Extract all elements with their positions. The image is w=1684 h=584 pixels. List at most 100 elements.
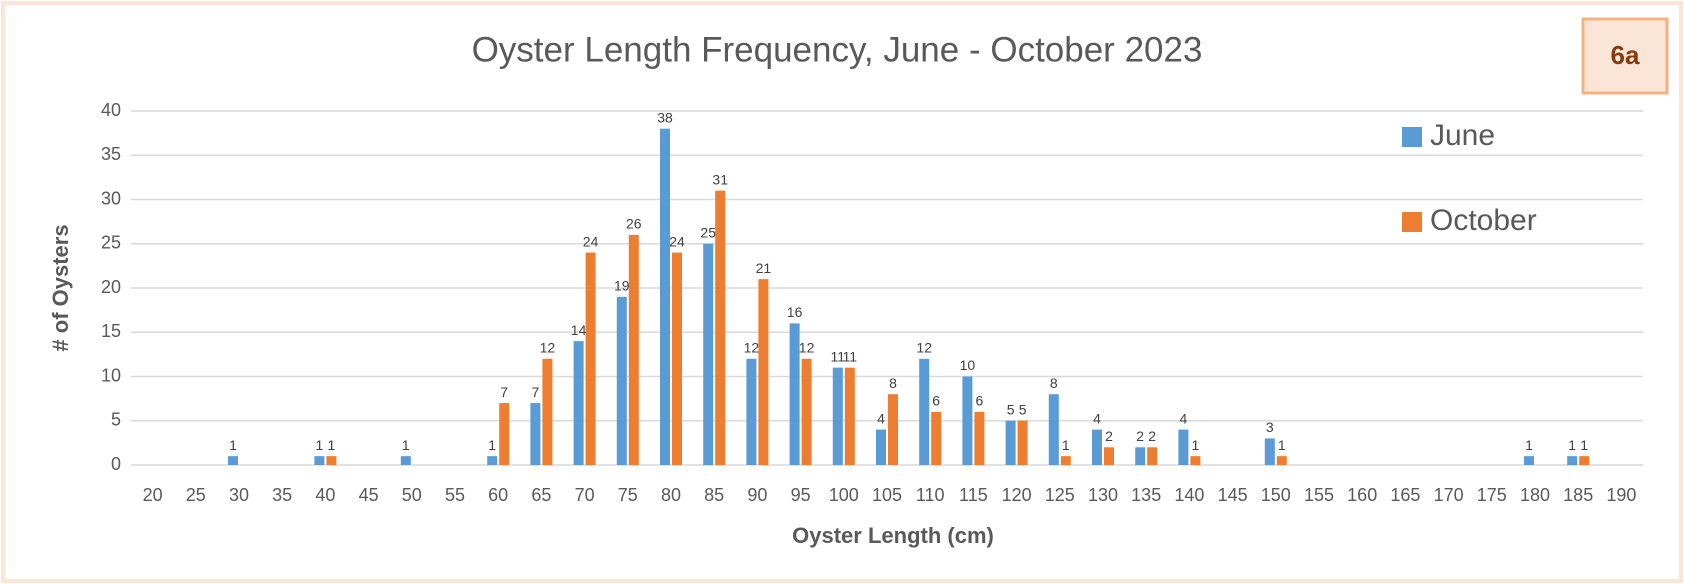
bar xyxy=(660,128,670,465)
data-label: 12 xyxy=(540,340,556,356)
data-label: 4 xyxy=(877,410,885,426)
data-label: 5 xyxy=(1019,401,1027,417)
data-label: 24 xyxy=(583,233,599,249)
bar xyxy=(1048,394,1059,465)
data-label: 38 xyxy=(657,109,673,125)
x-tick-label: 50 xyxy=(402,485,422,505)
bar xyxy=(1190,456,1201,465)
data-label: 12 xyxy=(744,340,760,356)
x-tick-label: 105 xyxy=(872,485,902,505)
data-label: 6 xyxy=(976,393,984,409)
bar xyxy=(832,367,843,465)
y-tick-label: 5 xyxy=(111,410,121,430)
bar xyxy=(1264,438,1275,465)
x-tick-label: 170 xyxy=(1434,485,1464,505)
data-label: 2 xyxy=(1105,428,1113,444)
x-axis-title: Oyster Length (cm) xyxy=(792,523,994,548)
data-label: 24 xyxy=(669,233,685,249)
bar xyxy=(1092,429,1102,465)
data-label: 31 xyxy=(712,171,728,187)
y-tick-label: 40 xyxy=(101,100,121,120)
x-tick-label: 35 xyxy=(272,485,292,505)
x-tick-label: 180 xyxy=(1520,485,1550,505)
x-tick-label: 115 xyxy=(959,485,988,505)
x-tick-label: 125 xyxy=(1045,485,1075,505)
x-tick-label: 20 xyxy=(143,485,163,505)
data-label: 1 xyxy=(229,437,237,453)
data-label: 1 xyxy=(1062,437,1070,453)
data-label: 10 xyxy=(960,357,976,373)
x-tick-label: 140 xyxy=(1174,485,1204,505)
data-label: 12 xyxy=(799,340,815,356)
data-label: 2 xyxy=(1148,428,1156,444)
x-tick-label: 110 xyxy=(916,485,945,505)
x-tick-label: 30 xyxy=(229,485,249,505)
bar xyxy=(746,358,757,465)
data-label: 12 xyxy=(916,340,932,356)
data-label: 11 xyxy=(831,348,846,364)
bar xyxy=(962,376,973,465)
data-label: 1 xyxy=(402,437,410,453)
data-label: 1 xyxy=(488,437,496,453)
data-label: 19 xyxy=(614,278,630,294)
x-tick-label: 150 xyxy=(1261,485,1291,505)
bar xyxy=(228,456,238,465)
badge-text: 6a xyxy=(1611,40,1640,70)
bar xyxy=(919,358,930,465)
data-label: 1 xyxy=(1278,437,1286,453)
y-axis-title: # of Oysters xyxy=(48,224,73,351)
bar xyxy=(1178,429,1189,465)
y-tick-label: 0 xyxy=(111,454,121,474)
data-label: 2 xyxy=(1136,428,1144,444)
x-tick-label: 130 xyxy=(1088,485,1118,505)
x-tick-label: 40 xyxy=(315,485,335,505)
x-tick-label: 100 xyxy=(829,485,859,505)
x-tick-label: 60 xyxy=(488,485,508,505)
data-label: 4 xyxy=(1093,410,1101,426)
bar xyxy=(542,358,553,465)
bar xyxy=(789,323,800,465)
bar xyxy=(703,243,714,465)
data-label: 26 xyxy=(626,216,642,232)
y-tick-label: 30 xyxy=(101,188,121,208)
bar xyxy=(888,394,898,465)
data-label: 25 xyxy=(700,224,716,240)
x-tick-label: 175 xyxy=(1477,485,1507,505)
x-tick-label: 65 xyxy=(531,485,551,505)
x-tick-label: 185 xyxy=(1563,485,1593,505)
bar xyxy=(585,252,596,465)
data-label: 21 xyxy=(756,260,772,276)
x-tick-label: 55 xyxy=(445,485,465,505)
chart-title: Oyster Length Frequency, June - October … xyxy=(472,30,1203,69)
y-tick-label: 20 xyxy=(101,277,121,297)
y-tick-label: 35 xyxy=(101,144,121,164)
x-tick-label: 155 xyxy=(1304,485,1334,505)
bar xyxy=(1579,456,1590,465)
bar xyxy=(1060,456,1071,465)
y-tick-label: 15 xyxy=(101,321,121,341)
x-tick-label: 165 xyxy=(1390,485,1420,505)
bar xyxy=(1524,456,1534,465)
data-label: 1 xyxy=(1568,437,1576,453)
x-tick-label: 90 xyxy=(747,485,767,505)
bar xyxy=(758,279,769,465)
x-tick-label: 190 xyxy=(1606,485,1636,505)
data-label: 6 xyxy=(932,393,940,409)
x-tick-label: 75 xyxy=(618,485,638,505)
data-label: 1 xyxy=(1525,437,1533,453)
bar xyxy=(801,358,812,465)
bar xyxy=(616,296,627,465)
bar xyxy=(931,411,942,465)
bar xyxy=(1135,447,1146,465)
data-label: 3 xyxy=(1266,419,1274,435)
bar xyxy=(499,403,510,465)
bar xyxy=(530,403,541,465)
x-tick-label: 160 xyxy=(1347,485,1377,505)
data-label: 4 xyxy=(1180,410,1188,426)
bar xyxy=(628,234,639,465)
x-tick-label: 135 xyxy=(1131,485,1161,505)
bar xyxy=(974,411,985,465)
